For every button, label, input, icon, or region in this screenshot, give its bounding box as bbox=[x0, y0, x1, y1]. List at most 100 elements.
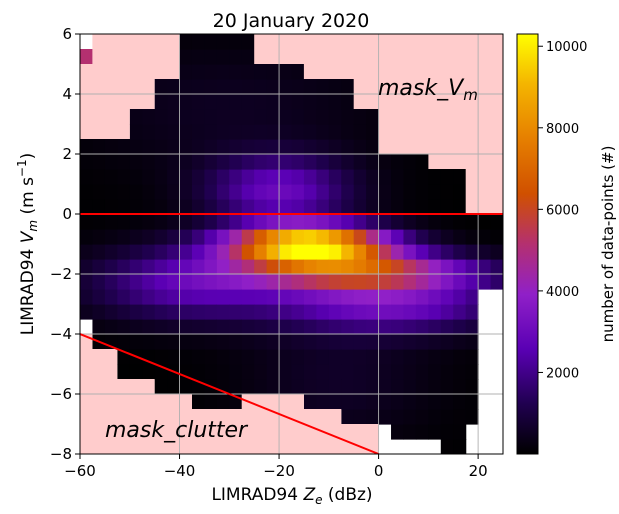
x-tick-label: 0 bbox=[374, 462, 384, 480]
heatmap-cell bbox=[241, 229, 255, 245]
heatmap-cell bbox=[328, 94, 342, 110]
y-tick-label: 2 bbox=[62, 145, 72, 163]
heatmap-cell bbox=[129, 139, 143, 155]
heatmap-cell bbox=[328, 229, 342, 245]
heatmap-cell bbox=[391, 229, 405, 245]
heatmap-cell bbox=[440, 394, 454, 410]
heatmap-cell bbox=[279, 109, 293, 125]
heatmap-cell bbox=[142, 274, 156, 290]
heatmap-cell bbox=[92, 169, 106, 185]
heatmap-cell bbox=[353, 154, 367, 170]
heatmap-cell bbox=[229, 64, 243, 80]
heatmap-cell bbox=[291, 319, 305, 335]
heatmap-cell bbox=[403, 424, 417, 440]
heatmap-cell bbox=[366, 154, 380, 170]
heatmap-cell bbox=[440, 214, 454, 230]
heatmap-cell bbox=[428, 319, 442, 335]
y-tick-label: 0 bbox=[62, 205, 72, 223]
heatmap-cell bbox=[453, 244, 467, 260]
heatmap-cell bbox=[291, 289, 305, 305]
heatmap-cell bbox=[216, 244, 230, 260]
heatmap-cell bbox=[216, 229, 230, 245]
heatmap-cell bbox=[142, 139, 156, 155]
heatmap-cell bbox=[391, 409, 405, 425]
heatmap-cell bbox=[428, 289, 442, 305]
heatmap-cell bbox=[191, 334, 206, 350]
heatmap-cell bbox=[291, 139, 305, 155]
heatmap-cell bbox=[353, 349, 367, 365]
heatmap-cell bbox=[104, 244, 118, 260]
heatmap-cell bbox=[403, 229, 417, 245]
heatmap-cell bbox=[279, 319, 293, 335]
heatmap-cell bbox=[378, 214, 392, 230]
heatmap-cell bbox=[117, 139, 131, 155]
heatmap-cell bbox=[303, 289, 317, 305]
heatmap-cell bbox=[341, 169, 355, 185]
heatmap-cell bbox=[229, 229, 243, 245]
heatmap-cell bbox=[328, 169, 342, 185]
heatmap-cell bbox=[179, 259, 193, 275]
heatmap-cell bbox=[204, 139, 218, 155]
heatmap-cell bbox=[328, 289, 342, 305]
heatmap-cell bbox=[241, 184, 255, 200]
heatmap-cell bbox=[303, 304, 317, 320]
heatmap-cell bbox=[216, 64, 230, 80]
heatmap-cell bbox=[279, 94, 293, 110]
heatmap-cell bbox=[378, 274, 392, 290]
heatmap-cell bbox=[204, 199, 218, 215]
heatmap-cell bbox=[403, 334, 417, 350]
heatmap-cell bbox=[254, 214, 268, 230]
heatmap-cell bbox=[167, 289, 181, 305]
heatmap-cell bbox=[241, 289, 255, 305]
heatmap-cell bbox=[129, 199, 143, 215]
heatmap-cell bbox=[378, 379, 392, 395]
heatmap-cell bbox=[341, 124, 355, 140]
heatmap-cell bbox=[167, 259, 181, 275]
x-axis-label: LIMRAD94 Ze (dBz) bbox=[211, 485, 372, 507]
heatmap-cell bbox=[415, 334, 429, 350]
heatmap-cell bbox=[204, 259, 218, 275]
heatmap-cell bbox=[415, 364, 429, 380]
heatmap-cell bbox=[316, 229, 330, 245]
heatmap-cell bbox=[254, 94, 268, 110]
heatmap-cell bbox=[415, 214, 429, 230]
heatmap-cell bbox=[279, 229, 293, 245]
heatmap-cell bbox=[129, 229, 143, 245]
heatmap-cell bbox=[403, 319, 417, 335]
heatmap-cell bbox=[279, 139, 293, 155]
heatmap-cell bbox=[266, 199, 280, 215]
heatmap-cell bbox=[341, 349, 355, 365]
heatmap-cell bbox=[204, 109, 218, 125]
heatmap-cell bbox=[129, 289, 143, 305]
heatmap-cell bbox=[453, 289, 467, 305]
heatmap-cell bbox=[167, 349, 181, 365]
heatmap-cell bbox=[328, 259, 342, 275]
heatmap-cell bbox=[216, 139, 230, 155]
heatmap-cell bbox=[154, 124, 168, 140]
heatmap-cell bbox=[465, 259, 479, 275]
heatmap-cell bbox=[254, 139, 268, 155]
heatmap-cell bbox=[92, 319, 106, 335]
heatmap-cell bbox=[291, 184, 305, 200]
heatmap-cell bbox=[229, 169, 243, 185]
heatmap-cell bbox=[391, 274, 405, 290]
heatmap-cell bbox=[316, 199, 330, 215]
heatmap-cell bbox=[167, 229, 181, 245]
boundary-lines bbox=[80, 213, 503, 454]
heatmap-cell bbox=[440, 229, 454, 245]
heatmap-cell bbox=[254, 244, 268, 260]
heatmap-cell bbox=[266, 169, 280, 185]
heatmap-cell bbox=[117, 289, 131, 305]
heatmap-cell bbox=[415, 424, 429, 440]
heatmap-cell bbox=[316, 394, 330, 410]
heatmap-cell bbox=[191, 349, 206, 365]
heatmap-cell bbox=[303, 154, 317, 170]
heatmap-cell bbox=[378, 229, 392, 245]
heatmap-cell bbox=[266, 79, 280, 95]
heatmap-cell bbox=[92, 274, 106, 290]
heatmap-cell bbox=[341, 244, 355, 260]
heatmap-cell bbox=[440, 379, 454, 395]
heatmap-cell bbox=[316, 79, 330, 95]
heatmap-cell bbox=[241, 34, 255, 50]
heatmap-cell bbox=[341, 394, 355, 410]
